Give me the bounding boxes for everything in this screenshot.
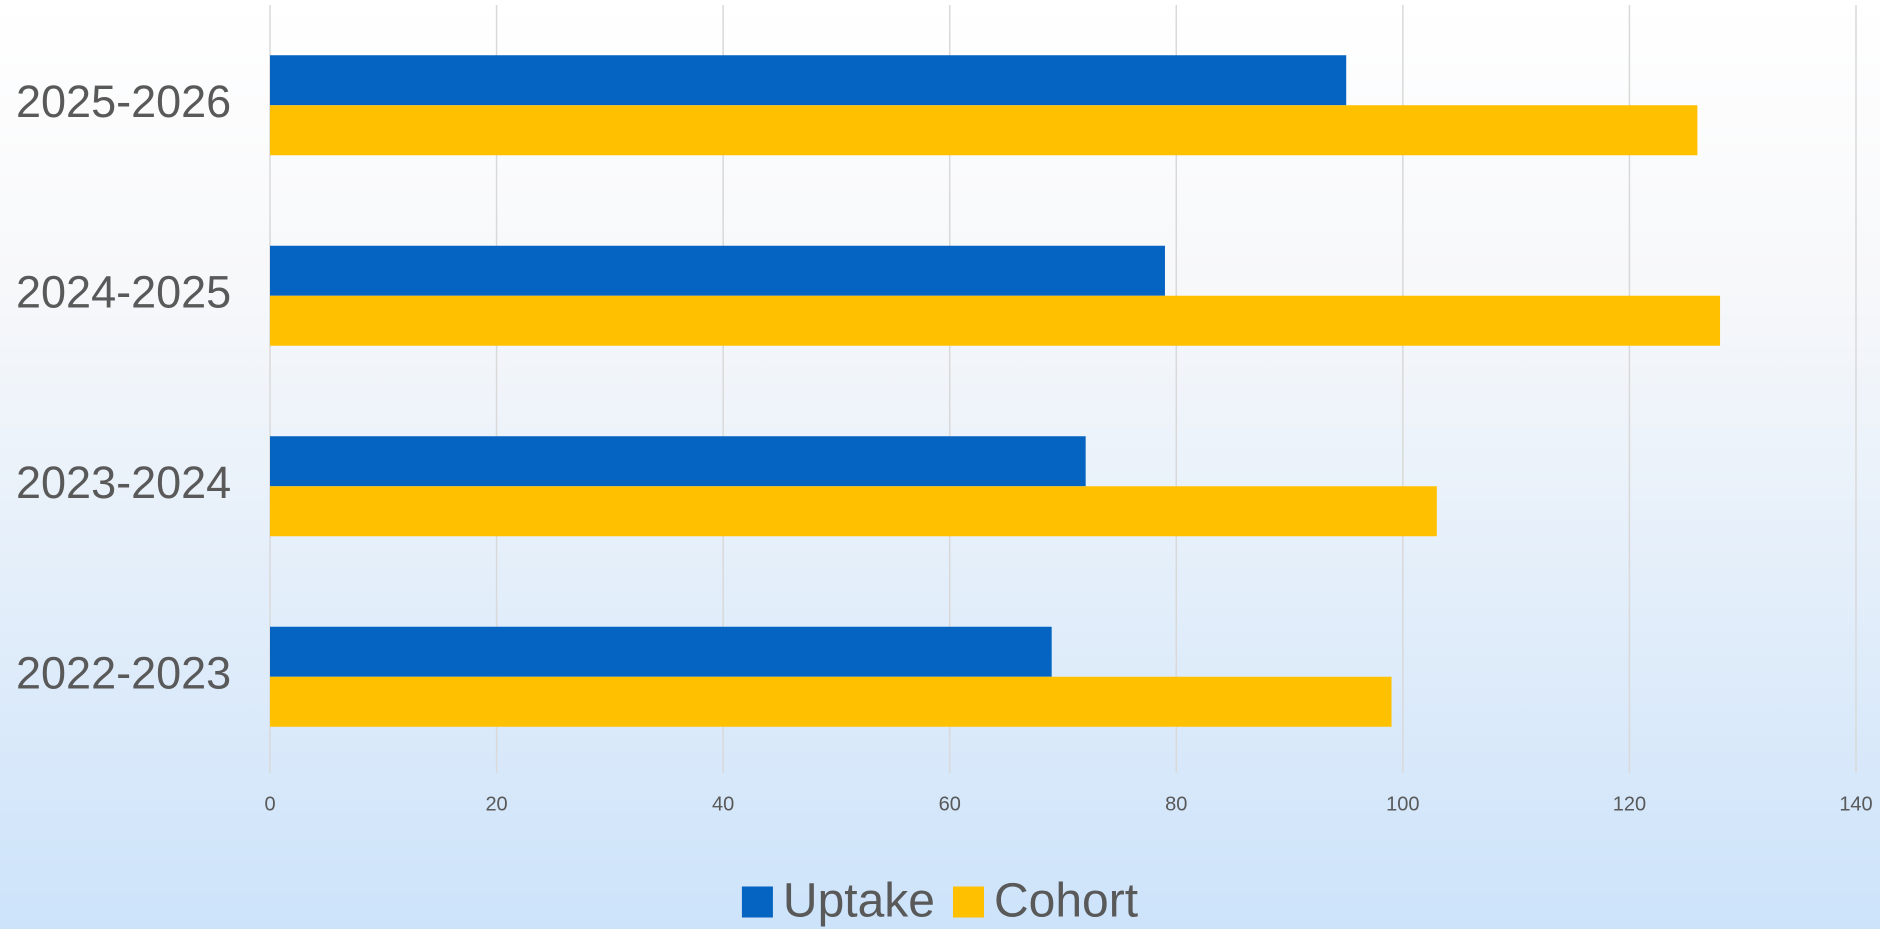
bar: [270, 105, 1698, 156]
legend-label: Uptake: [783, 875, 935, 928]
x-tick-label: 120: [1613, 793, 1646, 815]
y-tick-label: 2025-2026: [16, 76, 231, 127]
x-tick-label: 100: [1386, 793, 1419, 815]
legend-swatch: [741, 886, 773, 918]
x-tick-label: 0: [264, 793, 275, 815]
bar: [270, 676, 1392, 727]
bar: [270, 245, 1165, 296]
bar: [270, 436, 1086, 487]
y-tick-label: 2024-2025: [16, 267, 231, 318]
legend-label: Cohort: [994, 875, 1138, 928]
x-tick-label: 60: [939, 793, 961, 815]
bar: [270, 626, 1052, 677]
legend-swatch: [953, 886, 985, 918]
bar: [270, 486, 1437, 537]
y-tick-label: 2022-2023: [16, 648, 231, 699]
x-tick-label: 40: [712, 793, 734, 815]
x-tick-label: 20: [485, 793, 507, 815]
x-tick-label: 80: [1165, 793, 1187, 815]
bar: [270, 55, 1347, 106]
y-tick-label: 2023-2024: [16, 457, 231, 508]
x-tick-label: 140: [1839, 793, 1872, 815]
bar: [270, 295, 1721, 346]
